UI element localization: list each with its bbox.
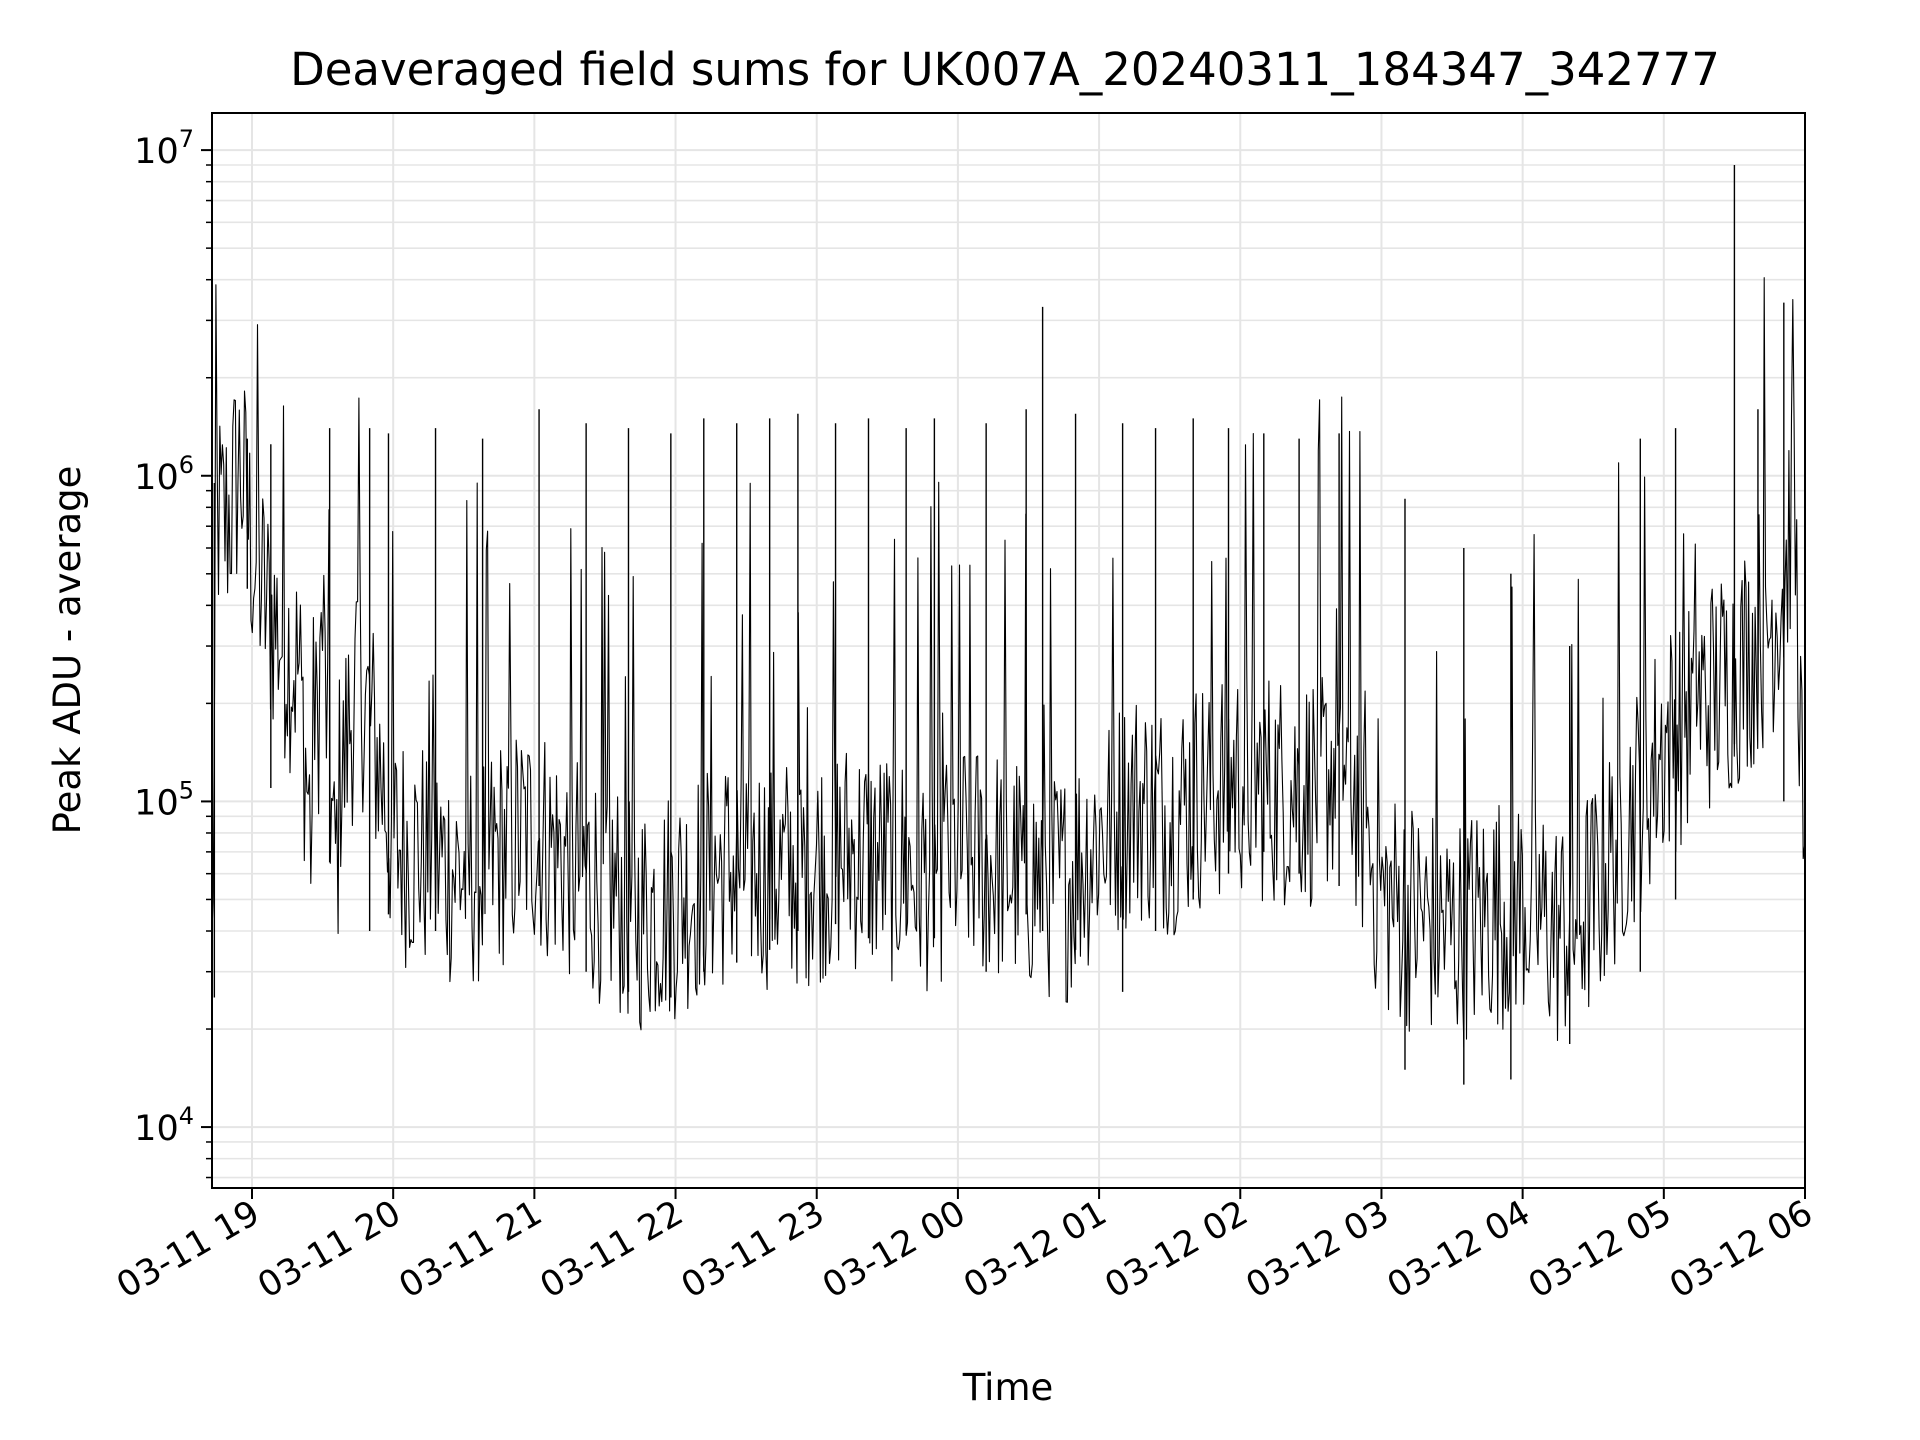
y-tick-label: 104	[134, 1102, 194, 1149]
y-tick-label: 105	[134, 776, 194, 823]
chart-title: Deaveraged field sums for UK007A_2024031…	[290, 43, 1720, 96]
y-axis: 104 105 106 107	[134, 125, 212, 1179]
plot-frame	[211, 112, 1806, 1189]
y-tick-label: 107	[134, 125, 194, 172]
y-axis-label: Peak ADU - average	[46, 466, 89, 835]
series-line	[211, 277, 1806, 1048]
y-tick-label: 106	[134, 451, 194, 498]
x-axis-label: Time	[962, 1366, 1054, 1409]
data-series	[211, 165, 1806, 1085]
